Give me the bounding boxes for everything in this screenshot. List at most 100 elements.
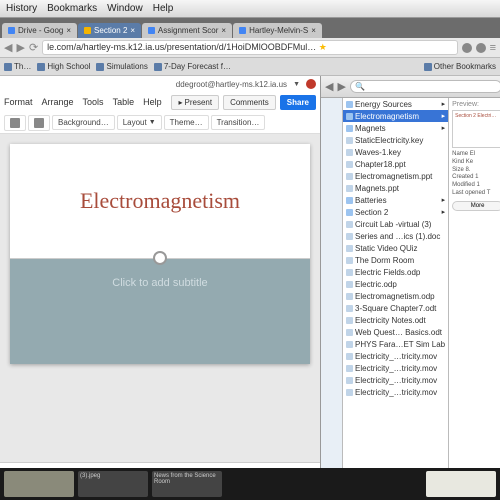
star-icon[interactable]: ★ [319, 42, 327, 52]
back-icon[interactable]: ◀ [4, 41, 12, 54]
finder-item[interactable]: Electricity_…tricity.mov [343, 386, 448, 398]
drive-icon [8, 27, 15, 34]
desktop-thumbnail[interactable] [426, 471, 496, 497]
mac-menu-item[interactable]: Help [153, 3, 174, 14]
document-icon [346, 353, 353, 360]
mac-menu-item[interactable]: History [6, 3, 37, 14]
chevron-down-icon[interactable]: ▼ [293, 81, 300, 88]
bookmark-item[interactable]: Simulations [96, 62, 147, 71]
comments-button[interactable]: Comments [223, 95, 276, 110]
mac-menu-item[interactable]: Window [107, 3, 143, 14]
finder-item[interactable]: Static Video QUiz [343, 242, 448, 254]
finder-item[interactable]: PHYS Fara…ET Sim Lab [343, 338, 448, 350]
extension-icon[interactable] [476, 43, 486, 53]
close-icon[interactable]: × [221, 26, 226, 35]
finder-item[interactable]: Batteries▸ [343, 194, 448, 206]
layout-button[interactable]: Layout▼ [117, 115, 162, 130]
title-box[interactable]: Electromagnetism [10, 144, 310, 259]
other-bookmarks[interactable]: Other Bookmarks [424, 62, 496, 71]
present-button[interactable]: ▸Present [171, 95, 219, 110]
finder-item[interactable]: Chapter18.ppt [343, 158, 448, 170]
menu-format[interactable]: Format [4, 97, 33, 107]
finder-item[interactable]: Electromagnetism▸ [343, 110, 448, 122]
avatar[interactable] [306, 79, 316, 89]
url-field[interactable]: le.com/a/hartley-ms.k12.ia.us/presentati… [42, 40, 457, 55]
desktop-thumbnail[interactable] [4, 471, 74, 497]
finder-item[interactable]: Waves-1.key [343, 146, 448, 158]
slide-canvas[interactable]: Electromagnetism Click to add subtitle [0, 134, 320, 462]
browser-tab[interactable]: Section 2× [78, 23, 141, 38]
bookmark-item[interactable]: Th… [4, 62, 31, 71]
menu-tools[interactable]: Tools [83, 97, 104, 107]
finder-item-label: Electromagnetism [355, 112, 419, 121]
finder-item[interactable]: Electromagnetism.ppt [343, 170, 448, 182]
preview-thumbnail[interactable]: Section 2 Electri… [452, 110, 500, 148]
menu-arrange[interactable]: Arrange [42, 97, 74, 107]
slide[interactable]: Electromagnetism Click to add subtitle [10, 144, 310, 364]
desktop-file[interactable]: News from the Science Room [152, 471, 222, 497]
finder-toolbar: ◀ ▶ 🔍 [321, 76, 500, 98]
browser-tab[interactable]: Drive - Goog× [2, 23, 77, 38]
close-icon[interactable]: × [130, 26, 135, 35]
finder-item[interactable]: Magnets.ppt [343, 182, 448, 194]
finder-item-label: Section 2 [355, 208, 388, 217]
desktop-file[interactable]: (3).jpeg [78, 471, 148, 497]
forward-icon[interactable]: ▶ [337, 80, 345, 93]
transition-button[interactable]: Transition… [211, 115, 266, 130]
finder-item[interactable]: Energy Sources▸ [343, 98, 448, 110]
document-icon [346, 173, 353, 180]
finder-sidebar[interactable] [321, 98, 343, 488]
bookmark-item[interactable]: High School [37, 62, 90, 71]
finder-item[interactable]: Electricity_…tricity.mov [343, 350, 448, 362]
finder-item[interactable]: Electricity Notes.odt [343, 314, 448, 326]
resize-handle[interactable] [153, 251, 167, 265]
document-icon [346, 377, 353, 384]
background-button[interactable]: Background… [52, 115, 115, 130]
close-icon[interactable]: × [66, 26, 71, 35]
back-icon[interactable]: ◀ [325, 80, 333, 93]
close-icon[interactable]: × [311, 26, 316, 35]
finder-item[interactable]: StaticElectricity.key [343, 134, 448, 146]
finder-item-label: Electric.odp [355, 280, 397, 289]
finder-item[interactable]: Electricity_…tricity.mov [343, 374, 448, 386]
document-icon [346, 365, 353, 372]
subtitle-box[interactable]: Click to add subtitle [10, 259, 310, 364]
account-row: ddegroot@hartley-ms.k12.ia.us ▼ [0, 76, 320, 92]
finder-item[interactable]: Magnets▸ [343, 122, 448, 134]
finder-item[interactable]: Section 2▸ [343, 206, 448, 218]
extension-icon[interactable] [462, 43, 472, 53]
mac-menu-bar: History Bookmarks Window Help [0, 0, 500, 18]
menu-icon[interactable]: ≡ [490, 42, 496, 54]
finder-item[interactable]: Electricity_…tricity.mov [343, 362, 448, 374]
finder-item-label: 3-Square Chapter7.odt [355, 304, 436, 313]
finder-item[interactable]: The Dorm Room [343, 254, 448, 266]
finder-item[interactable]: Electric Fields.odp [343, 266, 448, 278]
redo-button[interactable] [28, 115, 50, 131]
browser-tab[interactable]: Hartley-Melvin-S× [233, 23, 322, 38]
bookmark-item[interactable]: 7-Day Forecast f… [154, 62, 231, 71]
more-button[interactable]: More [452, 201, 500, 211]
finder-item[interactable]: Web Quest… Basics.odt [343, 326, 448, 338]
finder-item-label: The Dorm Room [355, 256, 414, 265]
browser-tab[interactable]: Assignment Scor× [142, 23, 232, 38]
menu-help[interactable]: Help [143, 97, 162, 107]
finder-item[interactable]: 3-Square Chapter7.odt [343, 302, 448, 314]
finder-item[interactable]: Series and …ics (1).doc [343, 230, 448, 242]
undo-button[interactable] [4, 115, 26, 131]
account-email[interactable]: ddegroot@hartley-ms.k12.ia.us [176, 80, 287, 89]
finder-item[interactable]: Electromagnetism.odp [343, 290, 448, 302]
finder-item-label: Energy Sources [355, 100, 412, 109]
forward-icon[interactable]: ▶ [16, 41, 24, 54]
finder-search[interactable]: 🔍 [350, 80, 500, 93]
document-icon [346, 221, 353, 228]
share-button[interactable]: Share [280, 95, 316, 110]
finder-item[interactable]: Circuit Lab -virtual (3) [343, 218, 448, 230]
finder-item[interactable]: Electric.odp [343, 278, 448, 290]
tab-label: Assignment Scor [158, 26, 218, 35]
mac-menu-item[interactable]: Bookmarks [47, 3, 97, 14]
slide-title[interactable]: Electromagnetism [80, 188, 240, 214]
theme-button[interactable]: Theme… [164, 115, 209, 130]
reload-icon[interactable]: ⟳ [29, 41, 38, 54]
menu-table[interactable]: Table [113, 97, 135, 107]
finder-file-list[interactable]: Energy Sources▸Electromagnetism▸Magnets▸… [343, 98, 448, 488]
